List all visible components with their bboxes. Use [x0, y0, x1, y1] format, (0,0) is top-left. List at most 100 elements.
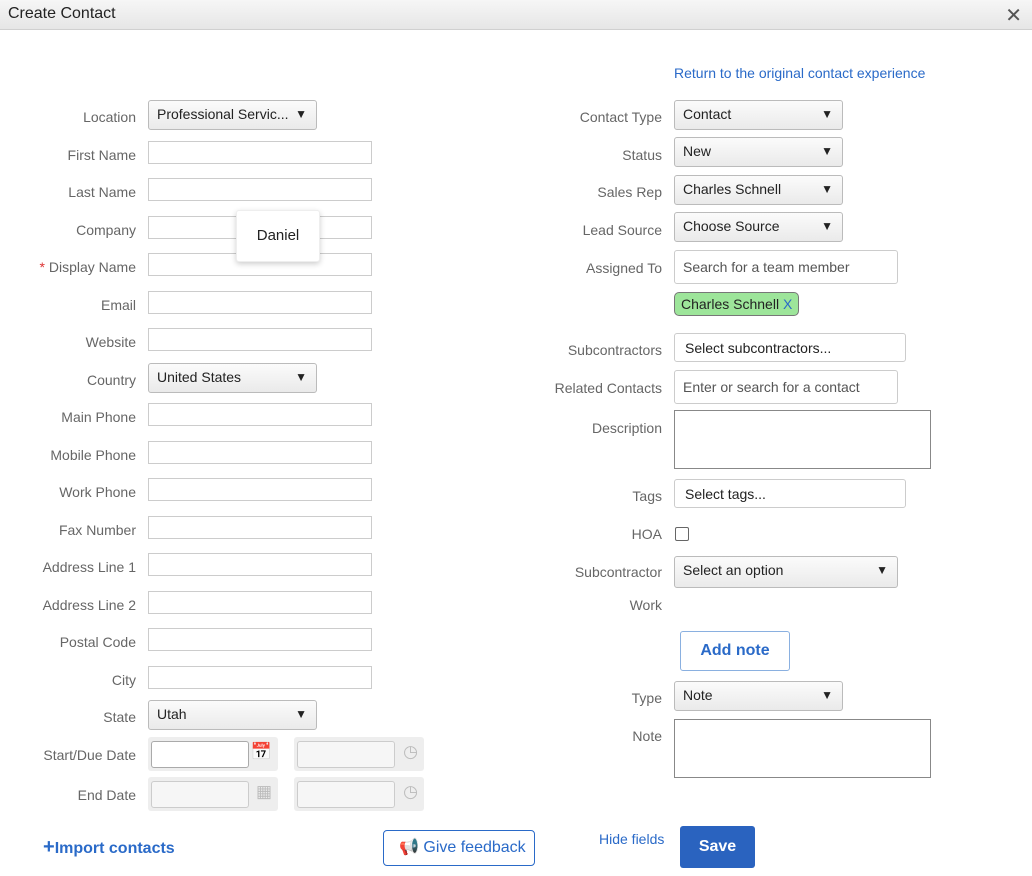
chevron-down-icon: ▼	[295, 107, 307, 121]
import-contacts-link[interactable]: +Import contacts	[43, 836, 175, 859]
sales-rep-value: Charles Schnell	[683, 181, 782, 197]
field-label: Work Phone	[0, 484, 136, 500]
end-time-input[interactable]	[297, 781, 395, 808]
field-label-text: Website	[85, 334, 136, 350]
text-input[interactable]	[148, 441, 372, 464]
field-label-text: Display Name	[48, 259, 136, 275]
assigned-to-input[interactable]: Search for a team member	[674, 250, 898, 284]
start-date-picker[interactable]: 📅	[148, 737, 278, 771]
note-type-select[interactable]: Note ▼	[674, 681, 843, 711]
subcontractors-input[interactable]: Select subcontractors...	[674, 333, 906, 362]
field-label: Main Phone	[0, 409, 136, 425]
field-label-text: Work Phone	[59, 484, 136, 500]
field-label: Last Name	[0, 184, 136, 200]
field-label-text: Address Line 1	[42, 559, 136, 575]
chevron-down-icon: ▼	[821, 144, 833, 158]
clock-icon[interactable]: ◷	[403, 742, 418, 761]
field-label: Postal Code	[0, 634, 136, 650]
lead-source-select[interactable]: Choose Source ▼	[674, 212, 843, 242]
field-label: Email	[0, 297, 136, 313]
description-textarea[interactable]	[674, 410, 931, 469]
hoa-checkbox[interactable]	[675, 527, 689, 541]
field-label-text: Company	[76, 222, 136, 238]
state-value: Utah	[157, 706, 187, 722]
return-original-link[interactable]: Return to the original contact experienc…	[674, 65, 926, 81]
text-input[interactable]	[148, 628, 372, 651]
close-icon[interactable]: ✕	[1005, 5, 1022, 27]
note-textarea[interactable]	[674, 719, 931, 778]
related-contacts-label: Related Contacts	[554, 380, 662, 396]
location-select[interactable]: Professional Servic... ▼	[148, 100, 317, 130]
tooltip-text: Daniel	[256, 227, 300, 244]
field-label-text: Fax Number	[58, 522, 136, 538]
country-label: Country	[86, 372, 136, 388]
plus-icon: +	[43, 836, 55, 858]
field-label-text: First Name	[67, 147, 136, 163]
calendar-icon[interactable]: ▦	[255, 782, 272, 801]
start-date-input[interactable]	[151, 741, 249, 768]
subcontractor-work-label-2: Work	[629, 597, 662, 613]
field-label: * Display Name	[0, 259, 136, 275]
text-input[interactable]	[148, 666, 372, 689]
status-select[interactable]: New ▼	[674, 137, 843, 167]
field-label: Fax Number	[0, 522, 136, 538]
subcontractor-work-select[interactable]: Select an option ▼	[674, 556, 898, 588]
add-note-button[interactable]: Add note	[680, 631, 790, 671]
hide-fields-link[interactable]: Hide fields	[599, 831, 665, 847]
end-time-picker[interactable]: ◷	[294, 777, 424, 811]
hoa-label: HOA	[631, 526, 662, 542]
type-label: Type	[631, 690, 662, 706]
state-select[interactable]: Utah ▼	[148, 700, 317, 730]
field-label: First Name	[0, 147, 136, 163]
field-label: Company	[0, 222, 136, 238]
text-input[interactable]	[148, 516, 372, 539]
end-date-input[interactable]	[151, 781, 249, 808]
chevron-down-icon: ▼	[821, 182, 833, 196]
field-label: Mobile Phone	[0, 447, 136, 463]
field-label: Address Line 2	[0, 597, 136, 613]
give-feedback-button[interactable]: 📢 Give feedback	[383, 830, 535, 866]
assigned-to-label: Assigned To	[585, 260, 662, 276]
start-due-label: Start/Due Date	[43, 747, 136, 763]
text-input[interactable]	[148, 403, 372, 426]
field-label-text: Email	[100, 297, 136, 313]
end-date-picker[interactable]: ▦	[148, 777, 278, 811]
location-label: Location	[83, 109, 136, 125]
subcontractor-work-value: Select an option	[683, 562, 784, 578]
megaphone-icon: 📢	[399, 839, 419, 856]
text-input[interactable]	[148, 591, 372, 614]
chevron-down-icon: ▼	[295, 707, 307, 721]
tags-input[interactable]: Select tags...	[674, 479, 906, 508]
field-label-text: Address Line 2	[42, 597, 136, 613]
clock-icon[interactable]: ◷	[403, 782, 418, 801]
field-label-text: Postal Code	[59, 634, 136, 650]
assigned-tag-label: Charles Schnell	[681, 296, 780, 312]
text-input[interactable]	[148, 328, 372, 351]
remove-tag-button[interactable]: X	[782, 296, 793, 312]
contact-type-select[interactable]: Contact ▼	[674, 100, 843, 130]
dialog-title: Create Contact	[8, 5, 116, 22]
field-label-text: City	[111, 672, 136, 688]
save-button[interactable]: Save	[680, 826, 755, 868]
autocomplete-tooltip[interactable]: Daniel	[236, 210, 320, 262]
sales-rep-select[interactable]: Charles Schnell ▼	[674, 175, 843, 205]
field-label: City	[0, 672, 136, 688]
contact-type-value: Contact	[683, 106, 732, 122]
dialog-header: Create Contact ✕	[0, 0, 1032, 30]
sales-rep-label: Sales Rep	[597, 184, 662, 200]
end-date-label: End Date	[77, 787, 136, 803]
text-input[interactable]	[148, 553, 372, 576]
text-input[interactable]	[148, 291, 372, 314]
field-label: Address Line 1	[0, 559, 136, 575]
country-value: United States	[157, 369, 242, 385]
calendar-icon[interactable]: 📅	[250, 742, 272, 761]
status-label: Status	[622, 147, 662, 163]
text-input[interactable]	[148, 178, 372, 201]
related-contacts-input[interactable]: Enter or search for a contact	[674, 370, 898, 404]
chevron-down-icon: ▼	[821, 107, 833, 121]
start-time-picker[interactable]: ◷	[294, 737, 424, 771]
country-select[interactable]: United States ▼	[148, 363, 317, 393]
text-input[interactable]	[148, 141, 372, 164]
start-time-input[interactable]	[297, 741, 395, 768]
text-input[interactable]	[148, 478, 372, 501]
